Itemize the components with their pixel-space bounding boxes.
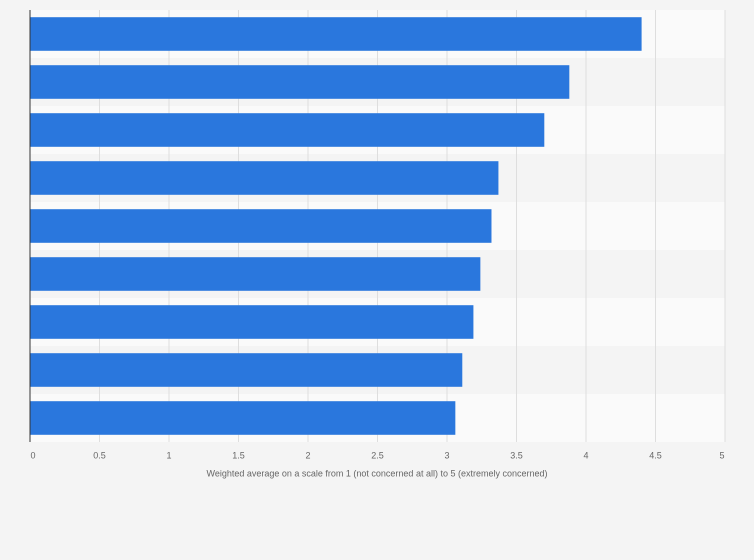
bar <box>30 209 492 243</box>
x-tick-label: 1 <box>166 450 171 460</box>
bar <box>30 17 642 51</box>
x-tick-label: 4 <box>583 450 588 460</box>
x-tick-label: 4.5 <box>649 450 662 460</box>
x-tick-label: 0 <box>30 450 35 460</box>
x-tick-label: 3.5 <box>510 450 523 460</box>
bar <box>30 161 499 195</box>
x-axis-label: Weighted average on a scale from 1 (not … <box>206 468 547 478</box>
bar <box>30 65 570 99</box>
bar <box>30 257 481 291</box>
x-tick-label: 1.5 <box>232 450 245 460</box>
x-tick-label: 0.5 <box>93 450 106 460</box>
bar <box>30 113 545 147</box>
x-tick-label: 5 <box>719 450 724 460</box>
x-tick-label: 3 <box>444 450 449 460</box>
bar <box>30 353 463 387</box>
x-tick-label: 2.5 <box>371 450 384 460</box>
bar <box>30 401 456 435</box>
x-tick-label: 2 <box>305 450 310 460</box>
bar <box>30 305 474 339</box>
